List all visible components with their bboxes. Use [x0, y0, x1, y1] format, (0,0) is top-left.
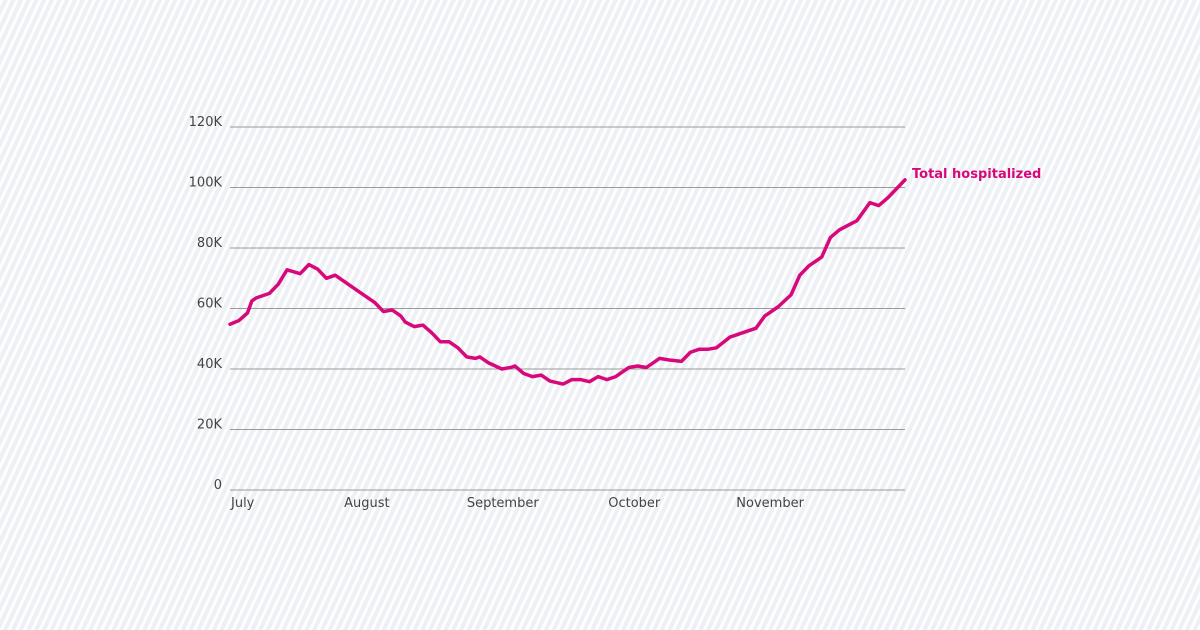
- y-tick-label: 100K: [189, 176, 223, 191]
- x-axis-ticks: July August September October November: [230, 496, 805, 511]
- x-tick-label: July: [230, 496, 255, 511]
- series-label: Total hospitalized: [912, 167, 1041, 182]
- y-tick-label: 0: [214, 478, 222, 493]
- x-tick-label: October: [608, 496, 661, 511]
- y-tick-label: 40K: [197, 357, 223, 372]
- x-tick-label: August: [344, 496, 390, 511]
- series-layer: Total hospitalized: [228, 167, 1041, 386]
- y-tick-label: 120K: [189, 115, 223, 130]
- x-tick-label: September: [467, 496, 540, 511]
- series-line: [228, 178, 907, 386]
- y-tick-label: 60K: [197, 297, 223, 312]
- y-tick-label: 80K: [197, 236, 223, 251]
- y-tick-label: 20K: [197, 418, 223, 433]
- x-tick-label: November: [736, 496, 804, 511]
- y-axis-ticks: 0 20K 40K 60K 80K 100K 120K: [189, 115, 223, 493]
- grid-lines: [230, 126, 905, 491]
